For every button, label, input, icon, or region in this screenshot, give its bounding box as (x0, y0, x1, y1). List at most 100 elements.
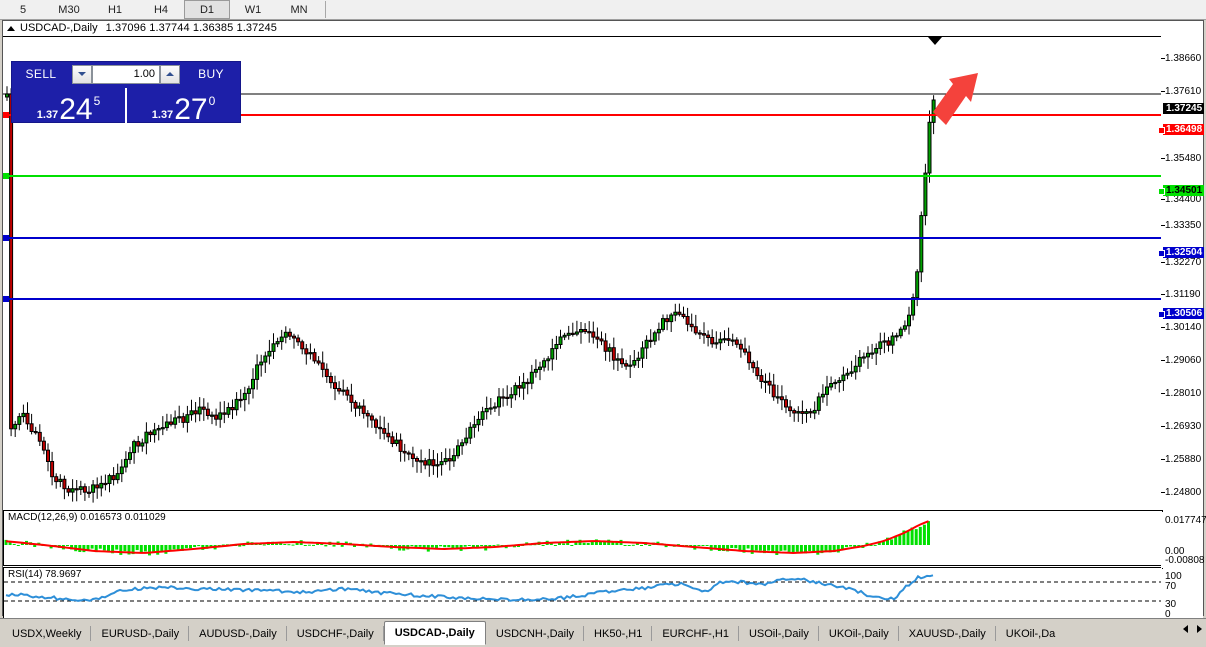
tab-divider (897, 626, 899, 641)
sell-price-prefix: 1.37 (36, 109, 59, 121)
chart-tab-label: USDCAD-,Daily (394, 627, 475, 639)
price-tick: 1.32270 (1165, 257, 1202, 268)
timeframe-d1-button[interactable]: D1 (184, 0, 230, 19)
price-tick: 1.35480 (1165, 153, 1202, 164)
price-tick-mark (1161, 58, 1165, 59)
price-tick-mark (1161, 327, 1165, 328)
macd-label: MACD(12,26,9) 0.016573 0.011029 (8, 512, 169, 523)
tab-divider (817, 626, 819, 641)
timeframe-h1-button[interactable]: H1 (107, 3, 123, 16)
chart-tab-hk50--h1[interactable]: HK50-,H1 (584, 622, 653, 645)
price-label-handle[interactable] (1158, 311, 1165, 318)
chart-tab-label: EURCHF-,H1 (662, 627, 729, 640)
indicator-scale-tick: 30 (1165, 599, 1177, 610)
buy-price-button[interactable]: 1.37 27 0 (127, 88, 240, 125)
sell-button[interactable]: SELL (25, 67, 57, 81)
scroll-right-icon[interactable] (1197, 625, 1202, 633)
trade-panel-controls: SELL 1.00 BUY (12, 62, 240, 86)
price-label-handle[interactable] (1158, 127, 1165, 134)
price-label-handle[interactable] (1158, 188, 1165, 195)
chart-tab-xauusd--daily[interactable]: XAUUSD-,Daily (899, 622, 996, 645)
price-label-black[interactable]: 1.37245 (1163, 103, 1205, 114)
price-tick-mark (1161, 459, 1165, 460)
tab-divider (737, 626, 739, 641)
tab-divider (382, 626, 384, 641)
tab-divider (285, 626, 287, 641)
chart-tab-label: AUDUSD-,Daily (199, 627, 277, 640)
chart-tab-usoil--daily[interactable]: USOil-,Daily (739, 622, 819, 645)
price-tick: 1.34400 (1165, 194, 1202, 205)
chart-tab-label: USDCHF-,Daily (296, 627, 374, 640)
timeframe-5-button[interactable]: 5 (19, 3, 27, 16)
price-label-handle[interactable] (1158, 250, 1165, 257)
chart-tab-ukoil--daily[interactable]: UKOil-,Daily (819, 622, 899, 645)
red-arrow-annotation[interactable] (933, 73, 978, 125)
chevron-up-icon (166, 72, 174, 76)
timeframe-mn-button[interactable]: MN (290, 3, 308, 16)
volume-increment-button[interactable] (160, 64, 180, 84)
macd-scale: 0.017747 0.00 -0.00808 (1161, 512, 1206, 568)
chart-tab-usdcnh--daily[interactable]: USDCNH-,Daily (486, 622, 585, 645)
price-tick: 1.33350 (1165, 220, 1202, 231)
chart-tab-bar: USDX,Weekly EURUSD-,Daily AUDUSD-,Daily USD… (0, 618, 1206, 647)
buy-price-prefix: 1.37 (151, 109, 174, 121)
chart-tab-audusd--daily[interactable]: AUDUSD-,Daily (189, 622, 287, 645)
sell-price-fraction: 5 (93, 94, 101, 108)
chart-tab-usdchf--daily[interactable]: USDCHF-,Daily (287, 622, 384, 645)
macd-indicator-panel[interactable]: MACD(12,26,9) 0.016573 0.011029 (3, 510, 1163, 566)
candlestick-series (5, 86, 936, 503)
one-click-trading-panel: SELL 1.00 BUY 1.37 24 5 1.37 27 (11, 61, 241, 125)
chart-tab-usdx-weekly[interactable]: USDX,Weekly (2, 622, 92, 645)
volume-input[interactable]: 1.00 (92, 64, 160, 84)
rsi-indicator-panel[interactable]: RSI(14) 78.9697 (3, 567, 1163, 619)
tab-divider (188, 626, 190, 641)
chevron-down-icon (78, 72, 86, 76)
chart-tab-ukoil--da[interactable]: UKOil-,Da (996, 622, 1066, 645)
price-tick: 1.31190 (1165, 289, 1201, 300)
volume-stepper: 1.00 (72, 64, 180, 84)
support-line-blue-1-handle-left[interactable] (3, 235, 9, 241)
chart-tab-label: XAUUSD-,Daily (908, 627, 986, 640)
chart-symbol-label: USDCAD-,Daily (20, 22, 98, 34)
sell-price-button[interactable]: 1.37 24 5 (12, 88, 125, 125)
macd-histogram (4, 521, 930, 556)
chart-tab-usdcad--daily[interactable]: USDCAD-,Daily (383, 621, 486, 645)
rsi-label: RSI(14) 78.9697 (8, 569, 85, 580)
indicator-scale-tick: 100 (1165, 571, 1182, 582)
indicator-scale-tick: -0.00808 (1165, 555, 1205, 566)
resistance-line-1-handle-left[interactable] (3, 112, 9, 118)
rsi-scale: 100 70 30 0 (1161, 569, 1203, 621)
chart-title-bar: USDCAD-,Daily 1.37096 1.37744 1.36385 1.… (3, 21, 1203, 35)
price-label-green[interactable]: 1.34501 (1158, 185, 1205, 196)
price-tick-mark (1161, 158, 1165, 159)
tab-divider (994, 626, 996, 641)
price-tick: 1.37610 (1165, 86, 1202, 97)
chart-tab-label: HK50-,H1 (594, 627, 643, 640)
chart-shift-marker[interactable] (928, 37, 942, 45)
support-line-green-handle-left[interactable] (3, 173, 9, 179)
price-tick-mark (1161, 262, 1165, 263)
support-line-blue-2-handle-left[interactable] (3, 296, 9, 302)
rsi-svg (4, 574, 1162, 602)
price-tick-mark (1161, 199, 1165, 200)
price-label-red[interactable]: 1.36498 (1158, 124, 1205, 135)
timeframe-w1-button[interactable]: W1 (244, 3, 262, 16)
toolbar-separator (325, 1, 326, 18)
volume-decrement-button[interactable] (72, 64, 92, 84)
chart-tab-eurchf--h1[interactable]: EURCHF-,H1 (652, 622, 739, 645)
rsi-line (5, 574, 934, 602)
indicator-scale-tick: 0 (1165, 609, 1171, 620)
timeframe-h4-button[interactable]: H4 (153, 3, 169, 16)
buy-price-fraction: 0 (208, 94, 216, 108)
price-tick: 1.26930 (1165, 421, 1202, 432)
price-label-blue[interactable]: 1.30506 (1158, 308, 1205, 319)
chart-tab-eurusd--daily[interactable]: EURUSD-,Daily (91, 622, 190, 645)
scroll-left-icon[interactable] (1183, 625, 1188, 633)
buy-button[interactable]: BUY (198, 67, 224, 81)
price-tick-mark (1161, 393, 1165, 394)
price-tick: 1.38660 (1165, 53, 1202, 64)
timeframe-m30-button[interactable]: M30 (58, 3, 80, 16)
timeframe-toolbar: 5 M30 H1 H4 D1 W1 MN (0, 0, 1206, 20)
chart-tab-label: EURUSD-,Daily (101, 627, 180, 640)
price-label-blue[interactable]: 1.32504 (1158, 247, 1205, 258)
